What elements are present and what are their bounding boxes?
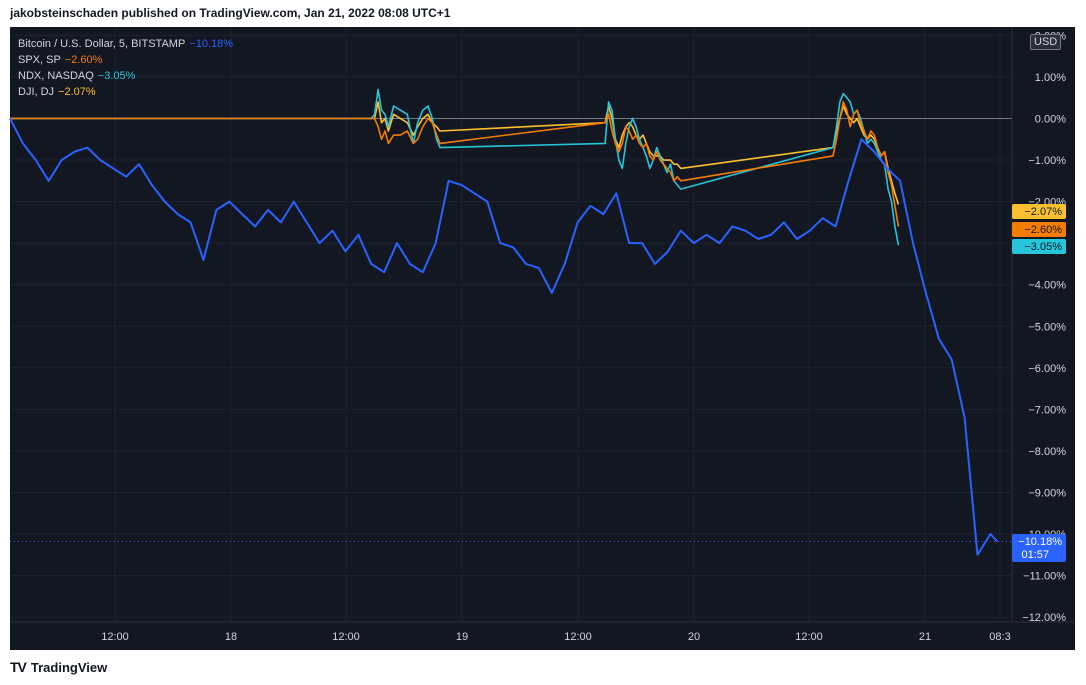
last-value-text: −2.07% (1024, 206, 1062, 218)
y-tick-label: −5.00% (1028, 321, 1066, 333)
grid-layer (10, 27, 1012, 622)
y-tick-label: −7.00% (1028, 404, 1066, 416)
y-tick-label: 1.00% (1035, 72, 1066, 84)
legend-series-change: −2.60% (64, 54, 103, 66)
last-value-text: −10.18% (1018, 536, 1062, 548)
legend-series-name: Bitcoin / U.S. Dollar, 5, BITSTAMP (18, 38, 186, 50)
footer-brand[interactable]: TV TradingView (10, 659, 107, 675)
last-value-labels: −2.07% −2.60% −3.05% −10.18%01:57 (1012, 204, 1066, 562)
x-tick-label: 21 (919, 631, 931, 643)
last-value-badge (1012, 222, 1066, 237)
legend-item-dji[interactable]: DJI, DJ −2.07% (18, 84, 233, 100)
y-tick-label: −11.00% (1023, 571, 1066, 583)
x-tick-label: 12:00 (795, 631, 823, 643)
legend-item-spx[interactable]: SPX, SP −2.60% (18, 52, 233, 68)
last-value-text: −3.05% (1024, 241, 1062, 253)
legend-item-ndx[interactable]: NDX, NASDAQ −3.05% (18, 68, 233, 84)
countdown-text: 01:57 (1021, 549, 1049, 561)
last-value-badge (1012, 204, 1066, 219)
spx-line (10, 101, 900, 227)
tradingview-logo-icon: TV (10, 659, 27, 675)
dji-line (10, 101, 900, 205)
axis-layer: 12:001812:001912:002012:002108:32.00%1.0… (10, 27, 1075, 643)
legend-series-change: −10.18% (189, 38, 234, 50)
x-tick-label: 12:00 (564, 631, 592, 643)
last-value-badge (1012, 534, 1066, 562)
legend-series-name: SPX, SP (18, 54, 61, 66)
legend-series-name: NDX, NASDAQ (18, 70, 94, 82)
publisher-header: jakobsteinschaden published on TradingVi… (10, 6, 451, 20)
y-tick-label: 0.00% (1035, 114, 1066, 126)
x-tick-label: 12:00 (101, 631, 129, 643)
last-value-badge (1012, 239, 1066, 254)
x-tick-label: 08:3 (989, 631, 1010, 643)
y-tick-label: −8.00% (1028, 446, 1066, 458)
series-layer (9, 88, 1012, 556)
x-tick-label: 18 (225, 631, 237, 643)
tradingview-brand-name: TradingView (30, 659, 108, 675)
x-tick-label: 12:00 (332, 631, 360, 643)
chart-legend: Bitcoin / U.S. Dollar, 5, BITSTAMP −10.18… (18, 36, 233, 100)
currency-button[interactable]: USD (1030, 34, 1062, 50)
y-tick-label: −4.00% (1028, 280, 1066, 292)
y-tick-label: −12.00% (1022, 612, 1066, 624)
legend-series-change: −2.07% (58, 86, 96, 98)
y-tick-label: −9.00% (1028, 487, 1066, 499)
btc-line (9, 118, 999, 556)
x-tick-label: 20 (688, 631, 700, 643)
legend-item-btc[interactable]: Bitcoin / U.S. Dollar, 5, BITSTAMP −10.18… (18, 36, 233, 52)
x-tick-label: 19 (456, 631, 468, 643)
y-tick-label: −6.00% (1028, 363, 1066, 375)
legend-series-change: −3.05% (97, 70, 136, 82)
y-tick-label: −1.00% (1028, 155, 1066, 167)
legend-series-name: DJI, DJ (18, 86, 55, 98)
last-value-text: −2.60% (1024, 224, 1062, 236)
